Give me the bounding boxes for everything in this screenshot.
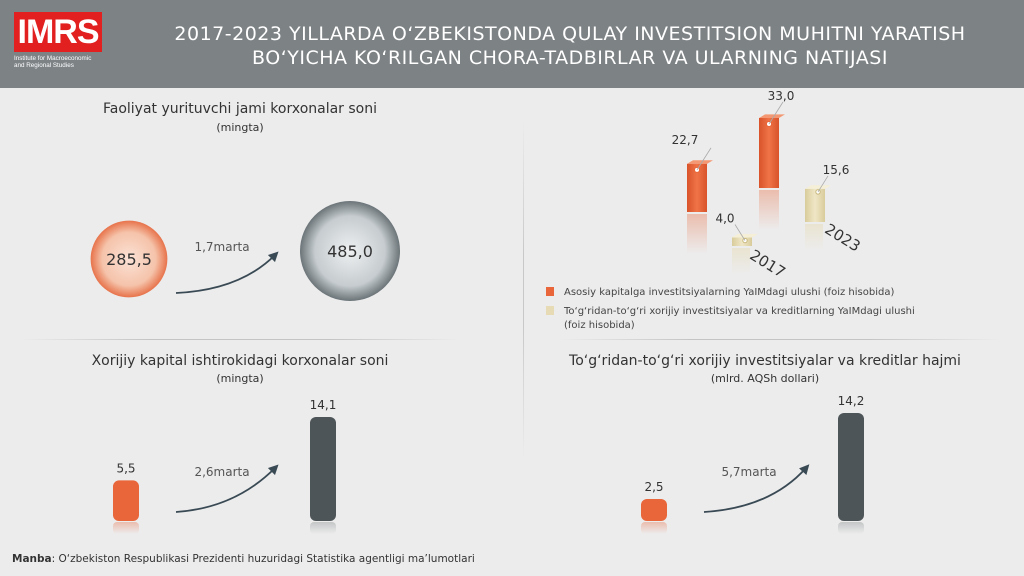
bar-label-2017: 5,5	[116, 461, 135, 475]
panel2-unit: (mingta)	[216, 372, 264, 385]
page-title: 2017-2023 YILLARDA O‘ZBEKISTONDA QULAY I…	[174, 23, 966, 69]
growth-arrow	[175, 251, 279, 294]
bar-orange-2023	[759, 118, 779, 188]
bar-label-2017: 2,5	[644, 480, 663, 494]
panel3-title: To‘g‘ridan-to‘g‘ri xorijiy investitsiyal…	[569, 353, 961, 369]
bar-cream-2017-top	[732, 233, 758, 238]
bar-orange-2017-top	[687, 160, 713, 164]
bar-reflection-orange-2023	[759, 190, 779, 230]
logo-subtitle: Institute for Macroeconomic and Regional…	[14, 55, 92, 69]
legend-label-1: To‘g‘ridan-to‘g‘ri xorijiy investitsiyal…	[563, 306, 915, 317]
growth-label: 1,7marta	[194, 240, 249, 254]
bar-cream-2023-top	[805, 185, 831, 189]
panel4-chart: 22,7 4,0 2017 33,0 15,6 2023 Asosiy kapitalga …	[546, 89, 915, 331]
imrs-logo: IMRS Institute for Macroeconomic and Reg…	[14, 12, 106, 78]
legend-label-1-line2: (foiz hisobida)	[564, 320, 635, 331]
callout-line-cream-2017	[734, 224, 746, 241]
bar-reflection-orange-2017	[687, 214, 707, 254]
growth-arrow	[703, 464, 810, 513]
growth-label: 5,7marta	[721, 465, 776, 479]
growth-arrow	[175, 464, 279, 513]
bar-reflection-cream-2023	[805, 224, 823, 250]
legend-swatch-1	[546, 306, 554, 315]
logo-mark: IMRS	[14, 12, 102, 52]
bar-label-2023: 14,2	[838, 394, 865, 408]
horizontal-divider-right	[560, 339, 1000, 340]
bar-2023	[310, 417, 336, 521]
horizontal-divider-left	[20, 339, 460, 340]
bar-label-orange-2017: 22,7	[672, 133, 699, 147]
bar-2017	[113, 480, 139, 521]
source-note: Manba: O‘zbekiston Respublikasi Preziden…	[12, 553, 475, 565]
vertical-divider	[523, 120, 524, 460]
bar-2017	[641, 499, 667, 521]
panel2-chart: 5,5 14,1 2,6marta	[113, 398, 336, 534]
legend-swatch-0	[546, 287, 554, 296]
bar-orange-2023-top	[759, 114, 785, 118]
bar-reflection-2023	[310, 522, 336, 534]
panel1-unit: (mingta)	[216, 121, 264, 134]
bar-orange-2017	[687, 163, 707, 212]
bar-label-cream-2017: 4,0	[715, 212, 734, 226]
bubble-2017	[90, 220, 168, 298]
header: IMRS Institute for Macroeconomic and Reg…	[0, 0, 1024, 88]
bubble-label-2023: 485,0	[327, 242, 373, 261]
growth-label: 2,6marta	[194, 465, 249, 479]
bar-reflection-2023	[838, 522, 864, 534]
year-label-2023: 2023	[822, 220, 864, 256]
callout-line-orange-2017	[696, 147, 712, 171]
panel1-chart: 285,5 485,0 1,7marta	[90, 201, 400, 301]
panel3-unit: (mlrd. AQSh dollari)	[710, 372, 820, 385]
year-label-2017: 2017	[747, 246, 789, 282]
panel1-title: Faoliyat yurituvchi jami korxonalar soni	[102, 101, 378, 117]
callout-line-cream-2023	[817, 175, 829, 193]
bar-cream-2017	[732, 237, 752, 246]
bar-cream-2023	[805, 188, 825, 222]
legend-label-0: Asosiy kapitalga investitsiyalarning YaI…	[564, 287, 894, 298]
callout-line-orange-2023	[768, 101, 784, 125]
bar-2023	[838, 413, 864, 521]
bar-reflection-cream-2017	[732, 248, 750, 274]
bar-label-2023: 14,1	[310, 398, 337, 412]
panel3-chart: 2,5 14,2 5,7marta	[641, 394, 864, 534]
bar-reflection-2017	[641, 522, 667, 534]
bar-label-orange-2023: 33,0	[768, 89, 795, 103]
panel2-title: Xorijiy kapital ishtirokidagi korxonalar…	[91, 353, 389, 369]
bubble-2023	[300, 201, 400, 301]
bubble-label-2017: 285,5	[106, 250, 152, 269]
bar-reflection-2017	[113, 522, 139, 534]
bar-label-cream-2023: 15,6	[823, 163, 850, 177]
